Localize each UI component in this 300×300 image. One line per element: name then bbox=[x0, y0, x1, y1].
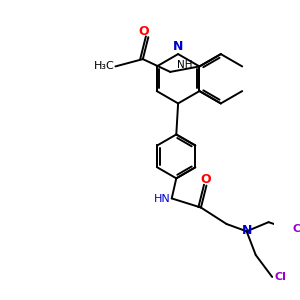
Text: HN: HN bbox=[154, 194, 171, 204]
Text: NH: NH bbox=[177, 60, 193, 70]
Text: N: N bbox=[173, 40, 183, 53]
Text: N: N bbox=[242, 224, 253, 237]
Text: Cl: Cl bbox=[293, 224, 300, 235]
Text: O: O bbox=[200, 173, 211, 186]
Text: Cl: Cl bbox=[274, 272, 286, 282]
Text: O: O bbox=[139, 25, 149, 38]
Text: H₃C: H₃C bbox=[94, 61, 115, 70]
